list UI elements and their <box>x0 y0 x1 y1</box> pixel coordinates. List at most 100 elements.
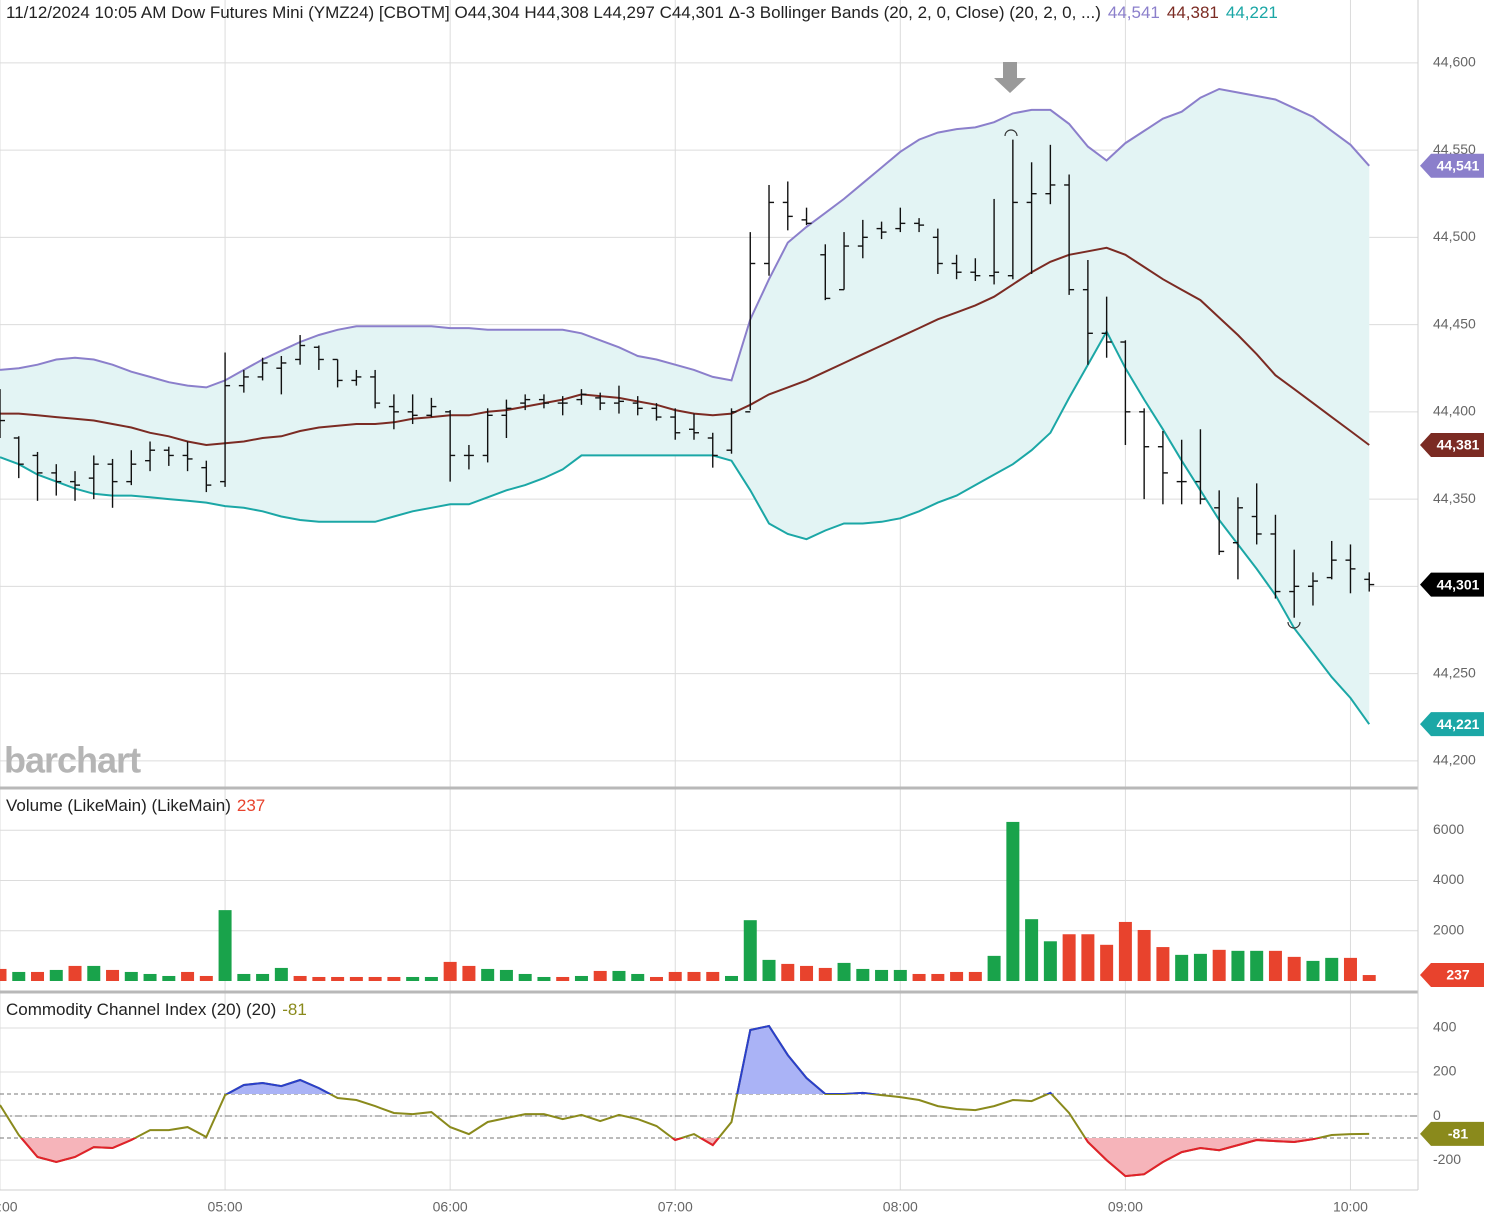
volume-bar <box>443 961 457 981</box>
volume-bar <box>331 976 345 981</box>
y-tick-label: 44,500 <box>1433 228 1476 244</box>
title-text: Volume (LikeMain) (LikeMain) <box>6 796 231 815</box>
volume-bar <box>612 970 626 981</box>
volume-bar <box>462 965 476 981</box>
panel-title: Volume (LikeMain) (LikeMain) 237 <box>6 796 265 815</box>
header-value: -81 <box>282 1000 307 1019</box>
high-marker <box>1004 129 1018 137</box>
volume-bar <box>387 976 401 981</box>
header-value: 44,221 <box>1226 3 1278 22</box>
volume-bar <box>968 971 982 981</box>
volume-bar <box>1193 953 1207 981</box>
volume-bar <box>349 976 363 981</box>
y-tick-label: 4000 <box>1433 871 1464 887</box>
title-text: Commodity Channel Index (20) (20) <box>6 1000 276 1019</box>
volume-bar <box>274 967 288 981</box>
volume-bar <box>518 973 532 981</box>
x-tick-label: 10:00 <box>1333 1199 1368 1215</box>
volume-bar <box>931 973 945 981</box>
cci-line-under <box>20 1138 1323 1178</box>
y-tick-label: 44,450 <box>1433 315 1476 331</box>
y-tick-label: 200 <box>1433 1063 1457 1079</box>
badge-label: 44,301 <box>1437 576 1480 592</box>
volume-bar <box>950 971 964 981</box>
volume-bar <box>218 910 232 981</box>
volume-bar <box>31 971 45 981</box>
y-tick-label: 6000 <box>1433 821 1464 837</box>
volume-bar <box>481 968 495 981</box>
badge-label: 44,541 <box>1437 157 1480 173</box>
volume-bar <box>987 955 1001 981</box>
volume-bar <box>199 975 213 981</box>
marks-layer <box>0 87 1418 1178</box>
y-tick-label: 44,200 <box>1433 752 1476 768</box>
panel-title: Commodity Channel Index (20) (20) -81 <box>6 1000 307 1019</box>
volume-bar <box>593 970 607 981</box>
title-text: 11/12/2024 10:05 AM Dow Futures Mini (YM… <box>6 3 1101 22</box>
volume-bar <box>424 976 438 981</box>
volume-bar <box>1043 941 1057 981</box>
low-marker <box>1287 621 1301 629</box>
volume-bar <box>818 967 832 981</box>
volume-bar <box>856 968 870 981</box>
volume-bar <box>649 976 663 981</box>
y-tick-label: -200 <box>1433 1151 1461 1167</box>
volume-bar <box>1100 944 1114 981</box>
volume-bar <box>124 971 138 981</box>
header-value: 44,381 <box>1167 3 1219 22</box>
y-tick-label: 44,400 <box>1433 403 1476 419</box>
volume-bar <box>237 973 251 981</box>
price-badge <box>1420 963 1484 988</box>
y-tick-label: 2000 <box>1433 921 1464 937</box>
y-tick-label: 44,350 <box>1433 490 1476 506</box>
volume-bar <box>631 973 645 981</box>
y-tick-label: 400 <box>1433 1019 1457 1035</box>
volume-bar <box>256 973 270 981</box>
header-value: 44,541 <box>1108 3 1160 22</box>
y-tick-label: 44,550 <box>1433 141 1476 157</box>
overbought-fill <box>227 1026 1052 1095</box>
volume-bar <box>1306 960 1320 981</box>
labels-layer: 04:00 05:00 06:00 07:00 08:00 09:00 10:00 44,20… <box>0 3 1484 1215</box>
watermark: barchart <box>4 740 141 781</box>
volume-bar <box>837 962 851 981</box>
x-tick-label: 09:00 <box>1108 1199 1143 1215</box>
volume-bar <box>781 963 795 981</box>
x-tick-label: 04:00 <box>0 1199 18 1215</box>
volume-bar <box>49 969 63 981</box>
volume-bar <box>537 976 551 981</box>
volume-bar <box>1343 957 1357 981</box>
chart-title: 11/12/2024 10:05 AM Dow Futures Mini (YM… <box>6 3 1278 22</box>
volume-bar <box>68 965 82 981</box>
volume-bar <box>1250 950 1264 981</box>
x-tick-label: 08:00 <box>883 1199 918 1215</box>
x-tick-label: 06:00 <box>433 1199 468 1215</box>
volume-bar <box>1325 957 1339 981</box>
badge-label: 237 <box>1446 967 1470 983</box>
volume-bar <box>556 976 570 981</box>
volume-bar <box>706 971 720 981</box>
price-badge <box>1420 432 1484 457</box>
band-line <box>0 246 1370 447</box>
badge-label: 44,221 <box>1437 716 1480 732</box>
x-tick-label: 05:00 <box>208 1199 243 1215</box>
volume-bar <box>687 971 701 981</box>
volume-bar <box>1362 975 1376 981</box>
volume-bar <box>499 969 513 981</box>
band-fill <box>0 88 1370 725</box>
volume-bar <box>1231 950 1245 981</box>
badge-label: -81 <box>1448 1126 1468 1142</box>
volume-bar <box>574 975 588 981</box>
volume-bar <box>1025 919 1039 981</box>
volume-bar <box>143 973 157 981</box>
volume-bar <box>912 973 926 981</box>
volume-bar <box>106 969 120 981</box>
volume-bar <box>1212 949 1226 981</box>
volume-bar <box>1156 947 1170 981</box>
oversold-fill <box>0 1138 1370 1177</box>
volume-bar <box>406 976 420 981</box>
volume-bar <box>875 969 889 981</box>
band-line <box>0 87 1370 389</box>
cci-line-over <box>224 1024 1053 1095</box>
